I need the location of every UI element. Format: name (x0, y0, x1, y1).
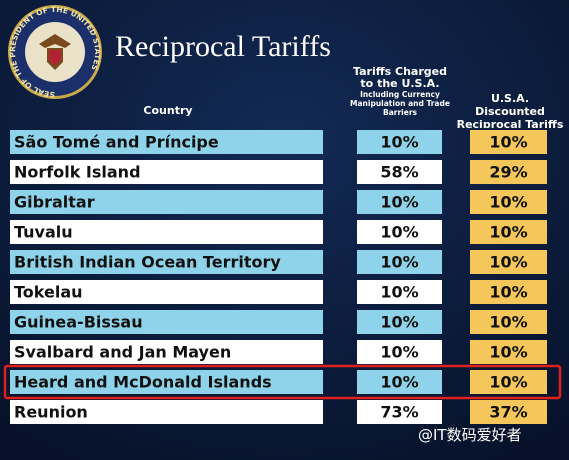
cell-background (357, 370, 442, 394)
cell-background (470, 130, 547, 154)
cell-text: 10% (380, 313, 418, 332)
cell-text: 10% (489, 313, 527, 332)
cell-background (10, 310, 323, 334)
cell-background (470, 280, 547, 304)
cell-background (357, 250, 442, 274)
cell-background (10, 130, 323, 154)
cell-background (357, 160, 442, 184)
cell-text: 10% (380, 223, 418, 242)
cell-background (10, 340, 323, 364)
cell-text: 10% (380, 373, 418, 392)
cell-background (10, 160, 323, 184)
cell-background (470, 340, 547, 364)
watermark: @IT数码爱好者 (418, 426, 522, 444)
cell-text: 10% (489, 223, 527, 242)
cell-background (10, 250, 323, 274)
cell-text: 10% (380, 343, 418, 362)
column-header: Country (143, 104, 192, 117)
cell-background (357, 310, 442, 334)
cell-text: British Indian Ocean Territory (14, 253, 281, 272)
cell-background (470, 250, 547, 274)
cell-text: 10% (489, 133, 527, 152)
cell-text: 37% (489, 403, 527, 422)
cell-text: Norfolk Island (14, 163, 141, 182)
column-header-box: Tariffs Charged to the U.S.A. Including … (345, 66, 455, 117)
cell-background (10, 370, 323, 394)
cell-text: Reunion (14, 403, 88, 422)
cell-background (470, 220, 547, 244)
highlight-box (3, 364, 562, 400)
cell-background (357, 400, 442, 424)
cell-text: Gibraltar (14, 193, 95, 212)
cell-background (10, 220, 323, 244)
cell-text: Heard and McDonald Islands (14, 373, 272, 392)
cell-background (10, 280, 323, 304)
cell-background (10, 190, 323, 214)
cell-text: Tuvalu (14, 223, 73, 242)
column-header: U.S.A. Discounted Reciprocal Tariffs (456, 92, 564, 128)
cell-text: 10% (380, 253, 418, 272)
cell-text: Guinea-Bissau (14, 313, 143, 332)
column-header-box: U.S.A. Discounted Reciprocal Tariffs (456, 92, 564, 128)
cell-text: 58% (380, 163, 418, 182)
cell-background (10, 400, 323, 424)
seal: SEAL OF THE PRESIDENT OF THE UNITED STAT… (8, 5, 102, 99)
cell-text: 10% (489, 343, 527, 362)
cell-text: Svalbard and Jan Mayen (14, 343, 231, 362)
cell-text: 10% (380, 193, 418, 212)
cell-background (357, 130, 442, 154)
table-body: São Tomé and Príncipe 10% 10% Norfolk Islan… (3, 130, 562, 424)
column-header: Tariffs Charged to the U.S.A. Including … (345, 66, 455, 117)
cell-background (357, 340, 442, 364)
cell-background (357, 190, 442, 214)
cell-background (470, 160, 547, 184)
column-note: Including Currency Manipulation and Trad… (350, 90, 450, 117)
cell-text: 10% (489, 373, 527, 392)
cell-text: 29% (489, 163, 527, 182)
cell-text: 10% (489, 283, 527, 302)
cell-background (470, 310, 547, 334)
cell-background (470, 370, 547, 394)
cell-text: 10% (489, 193, 527, 212)
cell-text: 10% (489, 253, 527, 272)
cell-text: 10% (380, 133, 418, 152)
title: Reciprocal Tariffs (115, 30, 331, 63)
cell-background (470, 400, 547, 424)
cell-background (470, 190, 547, 214)
column-header-text: Tariffs Charged to the U.S.A. (353, 66, 447, 90)
cell-text: Tokelau (14, 283, 83, 302)
cell-text: São Tomé and Príncipe (14, 133, 219, 152)
cell-text: 10% (380, 283, 418, 302)
cell-background (357, 280, 442, 304)
cell-background (357, 220, 442, 244)
cell-text: 73% (380, 403, 418, 422)
